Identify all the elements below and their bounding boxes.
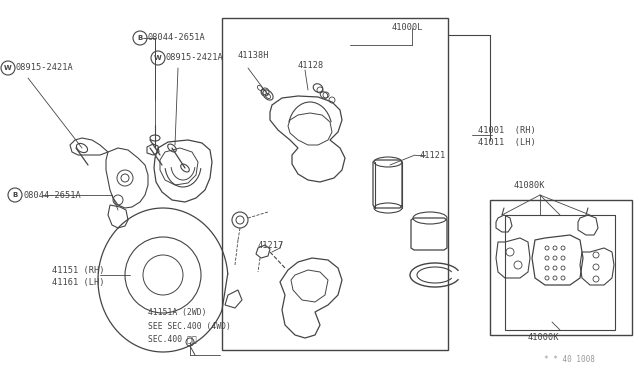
Text: B: B <box>12 192 18 198</box>
Text: 41151A (2WD): 41151A (2WD) <box>148 308 207 317</box>
Text: 41080K: 41080K <box>514 180 545 189</box>
Text: 08915-2421A: 08915-2421A <box>165 54 223 62</box>
Text: SEC.400 参照: SEC.400 参照 <box>148 334 196 343</box>
Text: 41151 (RH): 41151 (RH) <box>52 266 104 275</box>
Text: * * 40 1008: * * 40 1008 <box>544 356 595 365</box>
Bar <box>490 200 632 335</box>
Text: 08915-2421A: 08915-2421A <box>16 64 74 73</box>
Text: 41128: 41128 <box>298 61 324 70</box>
Text: 41138H: 41138H <box>238 51 269 60</box>
Text: 41161 (LH): 41161 (LH) <box>52 279 104 288</box>
Text: W: W <box>154 55 162 61</box>
Text: SEE SEC.400 (4WD): SEE SEC.400 (4WD) <box>148 321 231 330</box>
Text: 08044-2651A: 08044-2651A <box>23 190 81 199</box>
Text: 41121: 41121 <box>420 151 446 160</box>
Text: 41001  (RH): 41001 (RH) <box>478 125 536 135</box>
Bar <box>222 18 448 350</box>
Text: 08044-2651A: 08044-2651A <box>148 33 205 42</box>
Bar <box>505 215 615 330</box>
Text: W: W <box>4 65 12 71</box>
Text: 41011  (LH): 41011 (LH) <box>478 138 536 147</box>
Text: B: B <box>138 35 143 41</box>
Text: 41000L: 41000L <box>392 23 424 32</box>
Text: 41217: 41217 <box>258 241 284 250</box>
Text: 41000K: 41000K <box>528 334 559 343</box>
